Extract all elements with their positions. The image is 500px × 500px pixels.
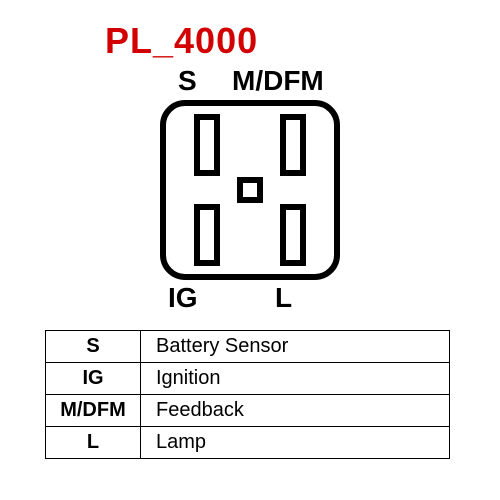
legend-row: L Lamp: [46, 427, 450, 459]
legend-desc: Lamp: [141, 427, 450, 459]
pin-slot-l: [283, 207, 303, 263]
pin-label-l: L: [275, 282, 292, 314]
legend-desc: Battery Sensor: [141, 331, 450, 363]
legend-desc: Ignition: [141, 363, 450, 395]
legend-code: IG: [46, 363, 141, 395]
connector-outline: [163, 103, 337, 277]
pin-label-ig: IG: [168, 282, 198, 314]
connector-diagram: [155, 95, 345, 285]
pin-slot-mdfm: [283, 117, 303, 173]
legend-code: L: [46, 427, 141, 459]
connector-key: [240, 180, 260, 200]
diagram-title: PL_4000: [105, 20, 258, 62]
legend-code: M/DFM: [46, 395, 141, 427]
legend-desc: Feedback: [141, 395, 450, 427]
legend-table: S Battery Sensor IG Ignition M/DFM Feedb…: [45, 330, 450, 459]
pin-label-mdfm: M/DFM: [232, 65, 324, 97]
legend-row: M/DFM Feedback: [46, 395, 450, 427]
legend-row: S Battery Sensor: [46, 331, 450, 363]
pin-slot-s: [197, 117, 217, 173]
pin-slot-ig: [197, 207, 217, 263]
pin-label-s: S: [178, 65, 197, 97]
legend-row: IG Ignition: [46, 363, 450, 395]
legend-code: S: [46, 331, 141, 363]
